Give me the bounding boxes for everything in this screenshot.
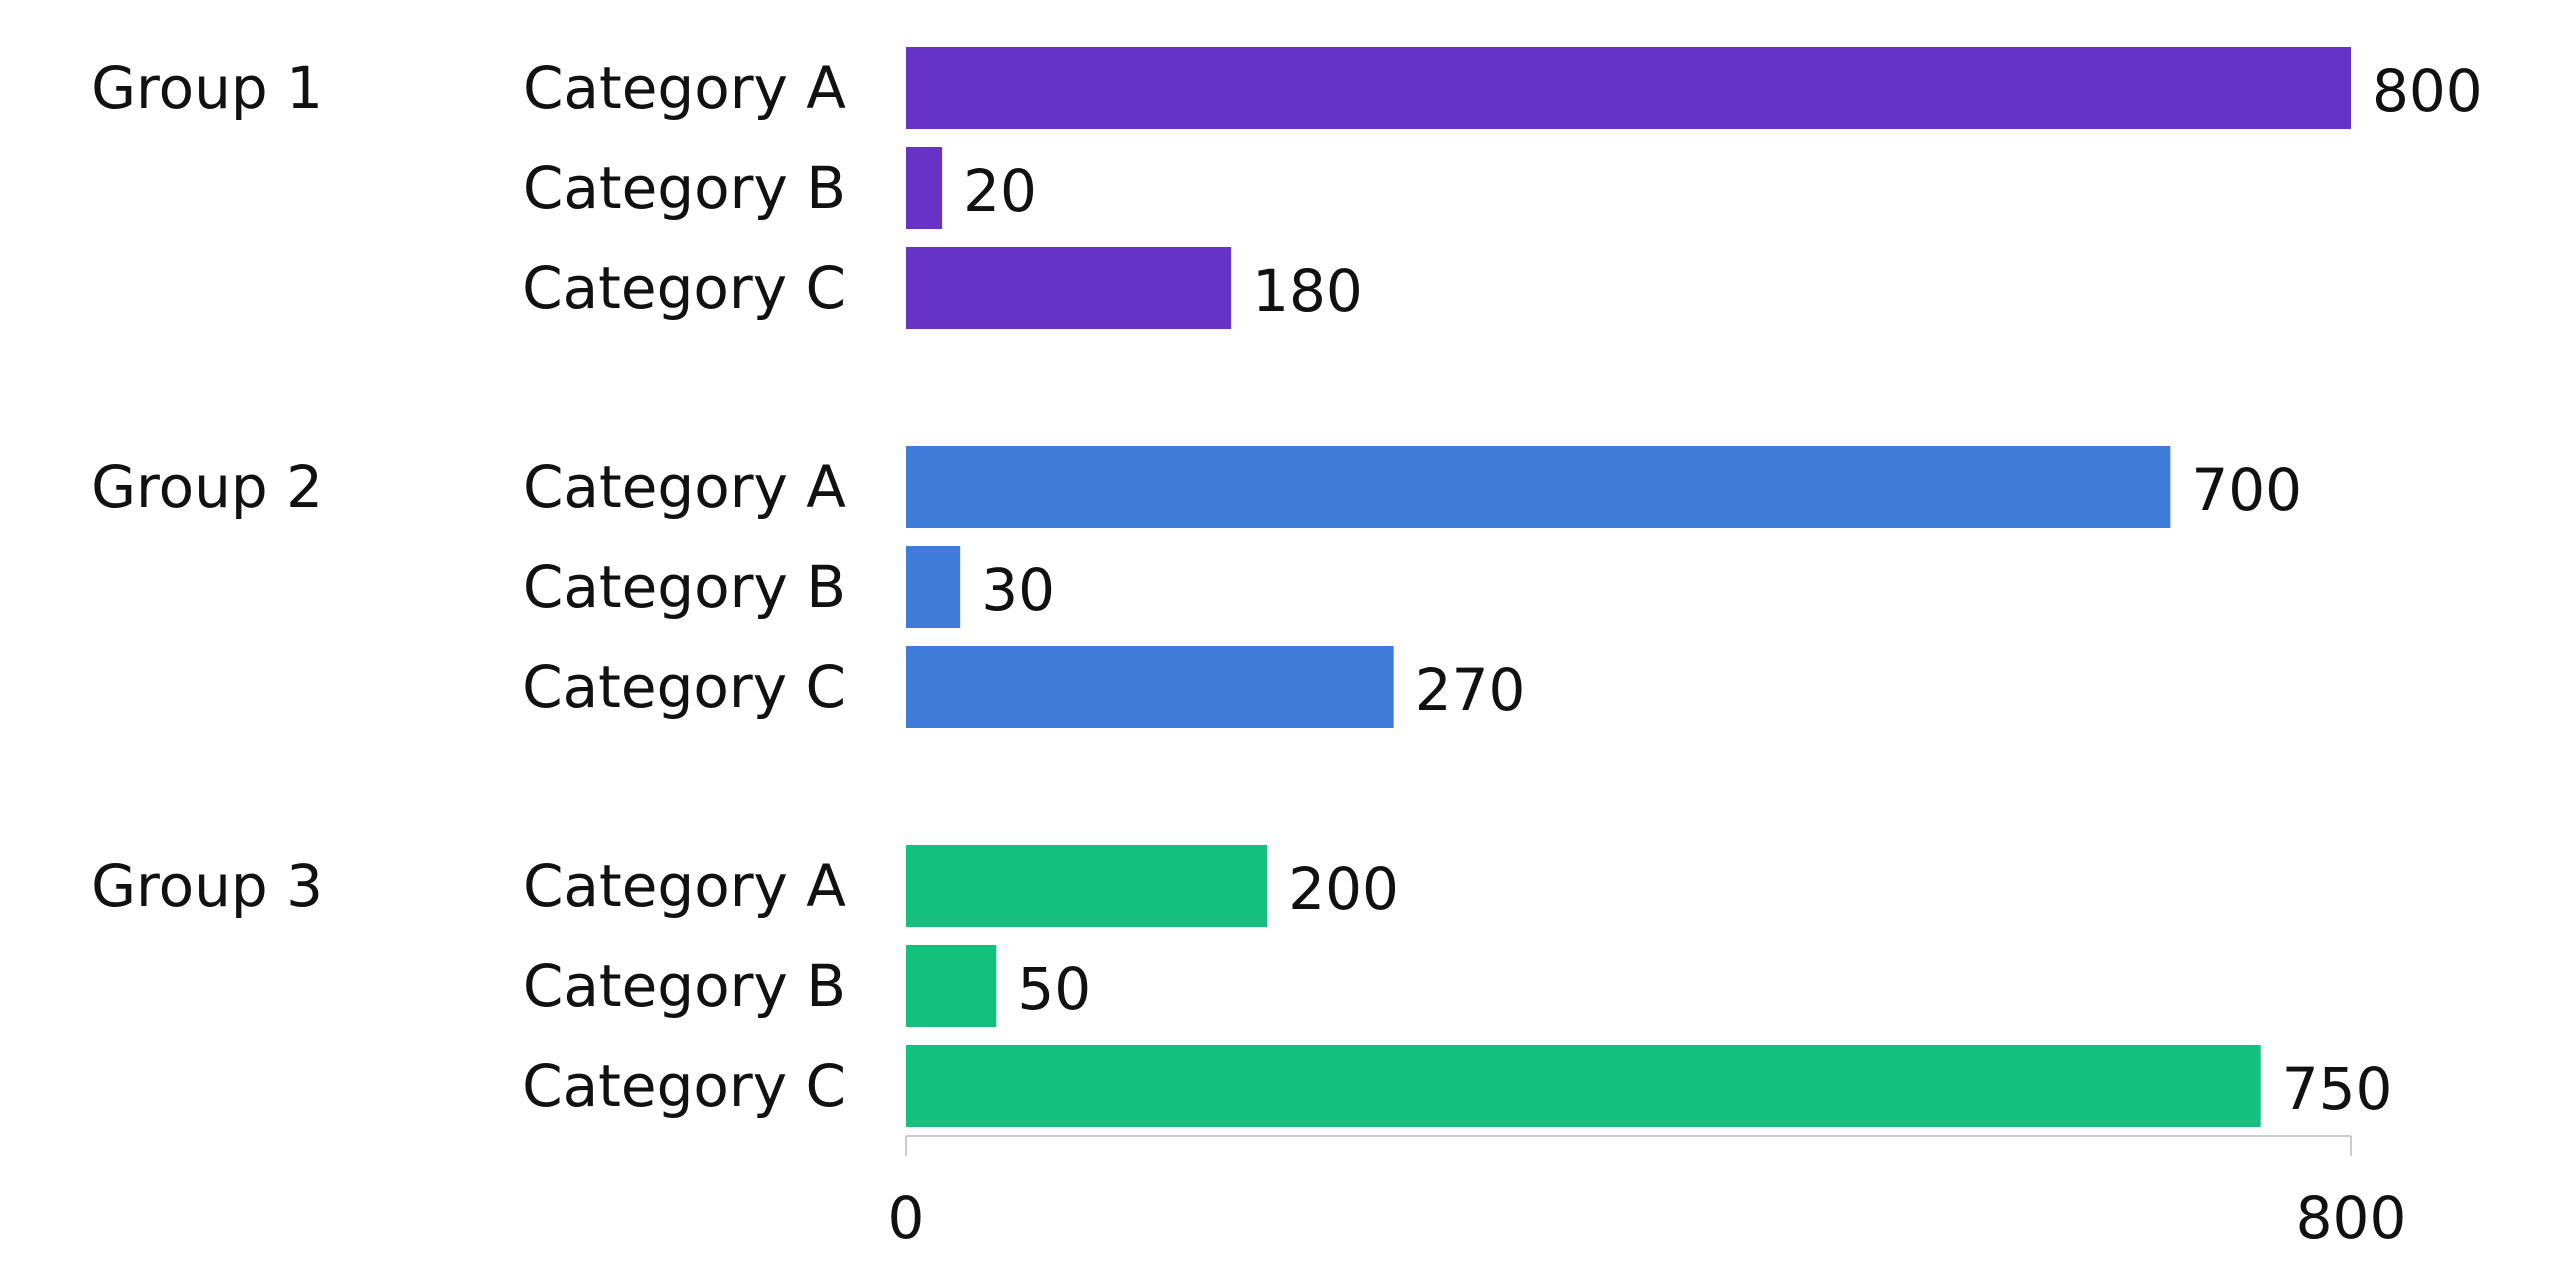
x-tick-label: 800 xyxy=(2296,1184,2407,1252)
value-label: 50 xyxy=(1017,955,1091,1023)
bar xyxy=(906,646,1394,728)
category-label: Category C xyxy=(522,254,846,322)
x-tick-label: 0 xyxy=(888,1184,925,1252)
group-label: Group 3 xyxy=(91,852,323,920)
bar xyxy=(906,47,2351,129)
category-label: Category A xyxy=(523,852,846,920)
value-label: 700 xyxy=(2191,456,2302,524)
bar xyxy=(906,446,2171,528)
category-label: Category B xyxy=(523,154,846,222)
value-label: 180 xyxy=(1252,257,1363,325)
category-label: Category C xyxy=(522,1052,846,1120)
category-label: Category B xyxy=(523,952,846,1020)
bar xyxy=(906,1045,2261,1127)
value-label: 200 xyxy=(1288,855,1399,923)
bar xyxy=(906,945,997,1027)
bar xyxy=(906,247,1232,329)
category-label: Category C xyxy=(522,653,846,721)
value-label: 800 xyxy=(2372,57,2483,125)
value-label: 20 xyxy=(963,157,1037,225)
bar xyxy=(906,546,961,628)
value-label: 30 xyxy=(981,556,1055,624)
value-label: 270 xyxy=(1415,656,1526,724)
category-label: Category B xyxy=(523,553,846,621)
category-label: Category A xyxy=(523,54,846,122)
value-label: 750 xyxy=(2282,1055,2393,1123)
bar xyxy=(906,147,943,229)
category-label: Category A xyxy=(523,453,846,521)
group-label: Group 2 xyxy=(91,453,323,521)
group-label: Group 1 xyxy=(91,54,323,122)
bar xyxy=(906,845,1268,927)
